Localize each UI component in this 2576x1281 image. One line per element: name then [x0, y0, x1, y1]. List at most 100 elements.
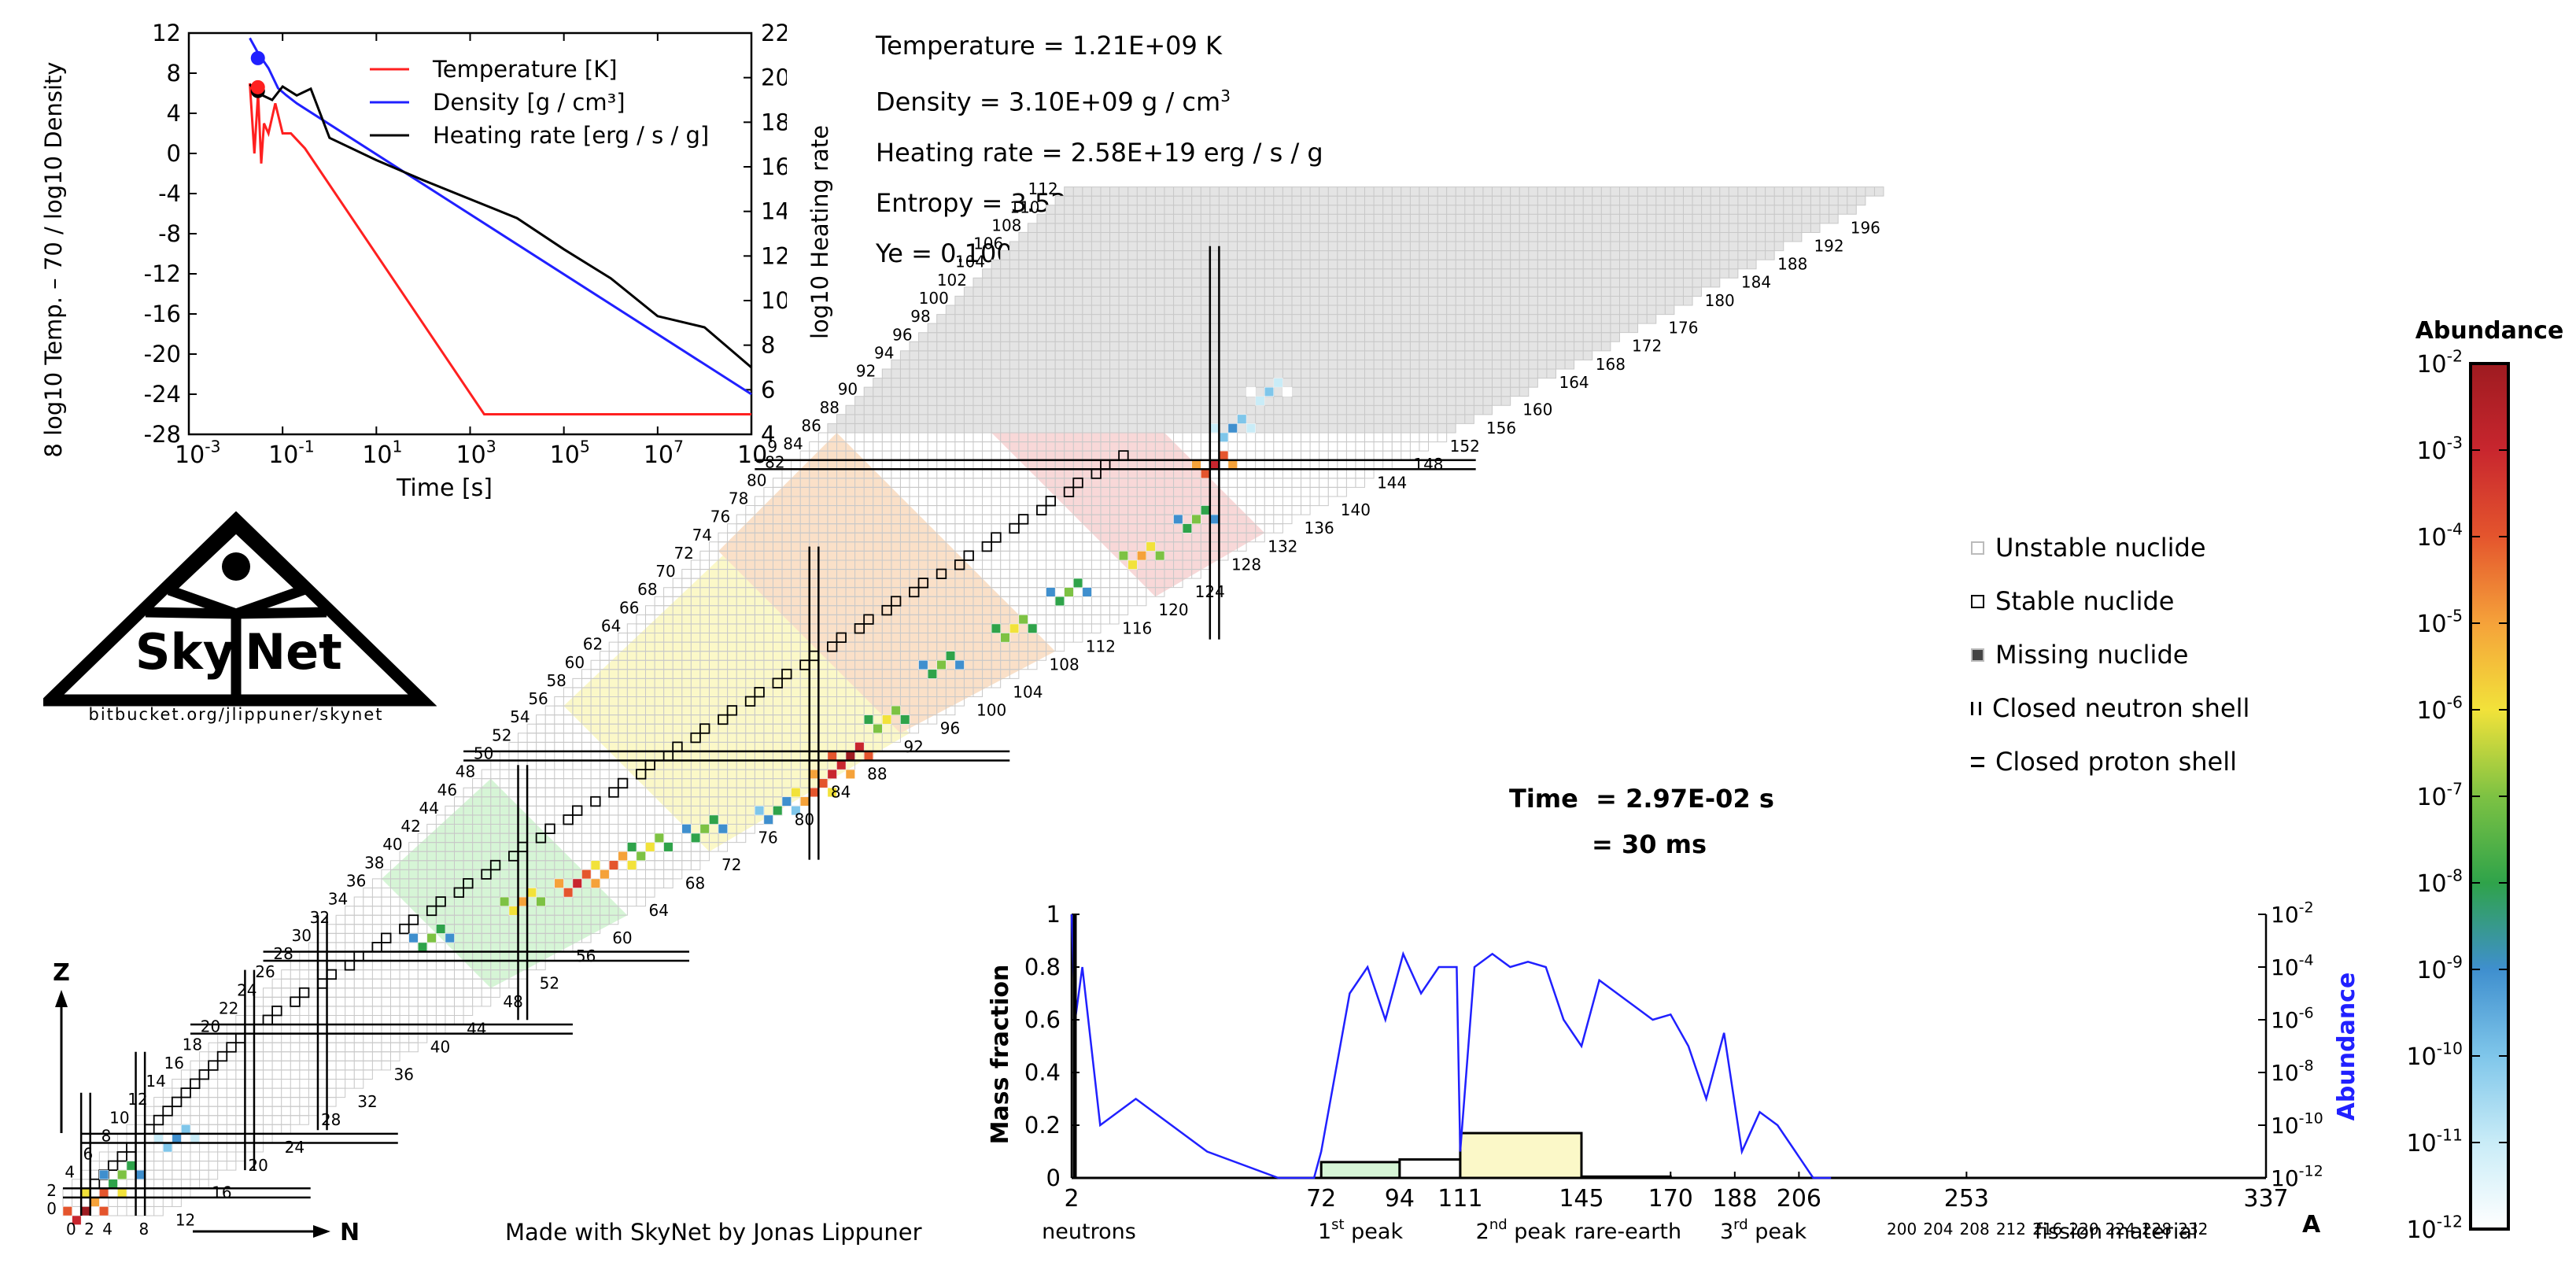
- nuclide-row-z101: [963, 286, 1703, 297]
- evolution-x-label: Time [s]: [396, 474, 493, 502]
- nuclide-row-z23: [253, 996, 492, 1007]
- stable-nuclide: [836, 632, 847, 643]
- stable-nuclide: [772, 677, 783, 688]
- stable-nuclide: [1009, 522, 1020, 534]
- n-label: 232: [2178, 1220, 2208, 1239]
- y-left-tick-label: -28: [144, 421, 181, 448]
- z-label: 4: [65, 1163, 75, 1182]
- abundance-y-tick-label: 10-12: [2271, 1162, 2323, 1191]
- abundance-cell: [1009, 623, 1020, 633]
- n-label: 80: [795, 810, 814, 829]
- y-left-tick-label: 8: [167, 60, 181, 87]
- abundance-cell: [608, 860, 619, 870]
- abundance-cell: [1118, 551, 1128, 561]
- z-label: 48: [456, 762, 475, 781]
- z-label: 44: [419, 799, 438, 818]
- legend-neutron-shell: Closed neutron shell: [1971, 681, 2249, 735]
- abundance-cell: [80, 1206, 90, 1216]
- abundance-cell: [508, 906, 519, 916]
- nuclide-row-z5: [90, 1161, 237, 1171]
- z-label: 10: [109, 1108, 129, 1127]
- nuclide-row-z96: [918, 332, 1620, 342]
- time-line-2: = 30 ms: [1592, 829, 1707, 859]
- abundance-cell: [62, 1206, 72, 1216]
- mass-y-tick-label: 0: [1046, 1165, 1061, 1191]
- abundance-cell: [590, 860, 600, 870]
- abundance-cell: [809, 787, 819, 798]
- n-label: 4: [102, 1220, 113, 1239]
- mass-x-tick-label: 2: [1064, 1185, 1079, 1213]
- y-right-tick-label: 14: [761, 198, 787, 225]
- abundance-y-tick-label: 10-8: [2271, 1057, 2314, 1086]
- abundance-cell: [117, 1188, 127, 1198]
- n-label: 148: [1413, 455, 1443, 474]
- abundance-cell: [500, 896, 510, 906]
- abundance-cell: [1219, 432, 1229, 442]
- stable-nuclide: [1017, 514, 1029, 525]
- abundance-cell: [426, 933, 437, 943]
- n-label: 68: [685, 873, 705, 892]
- stable-nuclide: [489, 859, 501, 871]
- n-label: 140: [1341, 500, 1371, 519]
- stable-nuclide: [909, 586, 920, 598]
- abundance-cell: [526, 888, 537, 898]
- abundance-cell: [181, 1124, 191, 1135]
- abundance-cell: [1191, 460, 1201, 470]
- abundance-cell: [936, 659, 947, 670]
- n-label: 64: [648, 901, 668, 920]
- mass-y-tick-label: 0.6: [1024, 1006, 1061, 1033]
- credit-text: Made with SkyNet by Jonas Lippuner: [505, 1219, 922, 1246]
- n-label: 88: [867, 765, 887, 784]
- abundance-cell: [927, 669, 937, 679]
- abundance-cell: [1201, 469, 1211, 479]
- z-label: 8: [101, 1126, 112, 1145]
- n-label: 72: [722, 855, 741, 874]
- nuclide-row-z75: [727, 523, 1283, 533]
- nuclide-row-z21: [235, 1015, 464, 1025]
- mass-y-right-label: Abundance: [2333, 973, 2360, 1121]
- z-label: 12: [127, 1090, 147, 1109]
- n-label: 160: [1522, 401, 1552, 419]
- abundance-cell: [755, 806, 765, 816]
- nuclide-row-z9: [126, 1124, 291, 1135]
- z-label: 50: [474, 744, 493, 763]
- abundance-cell: [108, 1179, 118, 1189]
- n-label: 152: [1450, 437, 1480, 456]
- z-label: 36: [346, 871, 366, 890]
- series-line-2: [249, 83, 752, 369]
- nuclide-row-z103: [982, 268, 1739, 279]
- nuclide-row-z102: [972, 277, 1721, 288]
- nuclide-row-z87: [836, 414, 1474, 424]
- nuclide-row-z3: [72, 1179, 209, 1189]
- z-label: 34: [328, 890, 348, 909]
- region-label: 2nd peak: [1476, 1216, 1567, 1244]
- z-label: 16: [164, 1054, 184, 1072]
- nuclide-row-z0: [62, 1205, 164, 1216]
- n-label: 176: [1668, 319, 1698, 338]
- stable-nuclide: [563, 814, 574, 825]
- z-label: 76: [710, 508, 730, 526]
- nuclide-row-z110: [1046, 205, 1857, 215]
- z-label: 70: [655, 562, 675, 581]
- n-axis-label: N: [340, 1219, 360, 1246]
- nuclide-row-z94: [899, 350, 1593, 360]
- zone-second-peak: [718, 433, 1056, 733]
- z-label: 66: [619, 598, 639, 617]
- stable-nuclide: [608, 787, 619, 798]
- stable-nuclide: [963, 550, 974, 561]
- nuclide-row-z108: [1027, 223, 1821, 233]
- n-label: 144: [1377, 473, 1407, 492]
- stable-nuclide: [399, 923, 410, 935]
- abundance-cell: [581, 869, 592, 880]
- z-label: 14: [146, 1072, 165, 1091]
- nuclide-row-z107: [1018, 231, 1803, 242]
- colorbar-tick-label: 10-11: [2407, 1126, 2463, 1158]
- skynet-logo: Sky Net bitbucket.org/jlippuner/skynet: [43, 511, 437, 724]
- mass-x-tick-label: 253: [1944, 1185, 1989, 1213]
- n-label: 96: [940, 719, 960, 738]
- abundance-line: [1070, 914, 1832, 1179]
- z-label: 56: [528, 689, 548, 708]
- region-label: rare-earth: [1574, 1220, 1681, 1244]
- z-label: 2: [46, 1181, 57, 1200]
